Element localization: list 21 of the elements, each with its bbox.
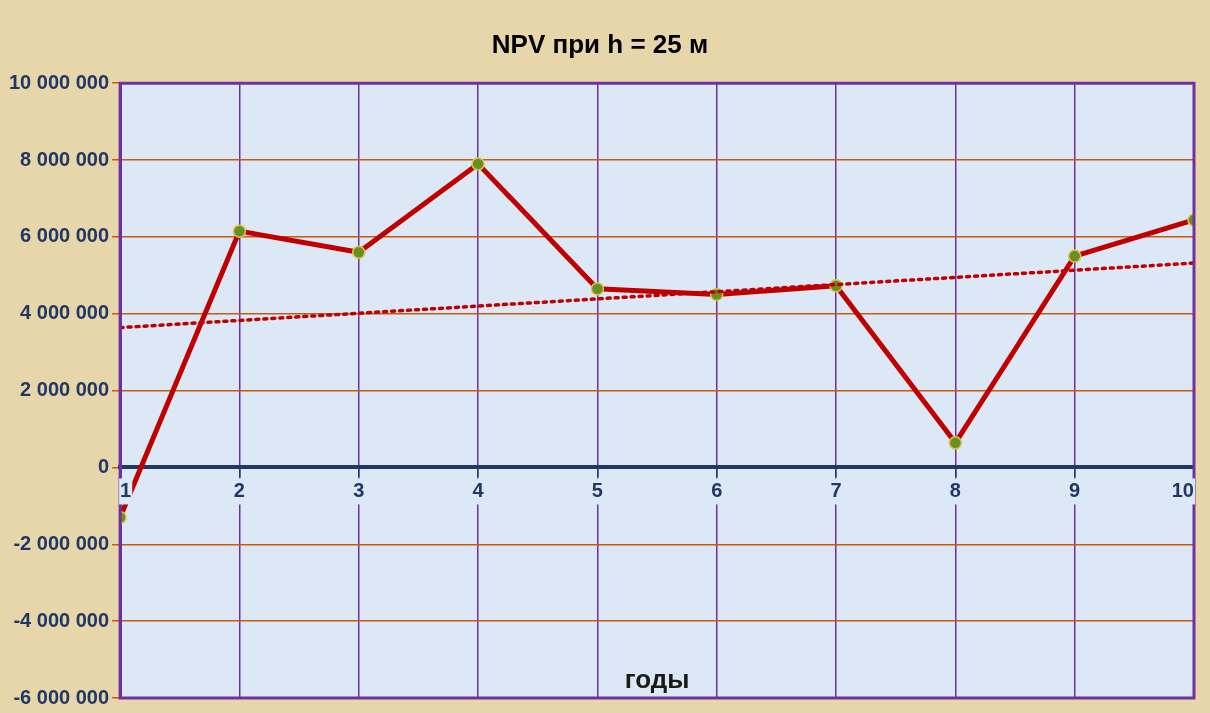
chart-title: NPV при h = 25 м	[491, 28, 709, 59]
x-tick-label: 8	[949, 478, 961, 501]
x-tick-label: 2	[233, 478, 245, 501]
y-tick-label: -2 000 000	[13, 531, 110, 554]
x-tick-label: 4	[472, 478, 485, 501]
x-tick-label: 9	[1069, 478, 1081, 501]
y-tick-label: -6 000 000	[13, 685, 110, 708]
y-tick-label: 4 000 000	[20, 301, 110, 324]
x-tick-label: 1	[120, 478, 132, 501]
x-tick-label: 5	[591, 478, 603, 501]
x-tick-label: 7	[830, 478, 842, 501]
x-tick-label: 3	[353, 478, 365, 501]
y-tick-label: 10 000 000	[8, 70, 110, 93]
y-tick-label: 8 000 000	[20, 147, 110, 170]
y-tick-label: 6 000 000	[20, 224, 110, 247]
x-tick-label: 10	[1171, 478, 1194, 501]
y-tick-label: 2 000 000	[20, 378, 110, 401]
x-axis-title: годы	[624, 664, 690, 695]
x-tick-label: 6	[711, 478, 723, 501]
y-tick-label: -4 000 000	[13, 608, 110, 631]
y-tick-label: 0	[97, 454, 110, 477]
